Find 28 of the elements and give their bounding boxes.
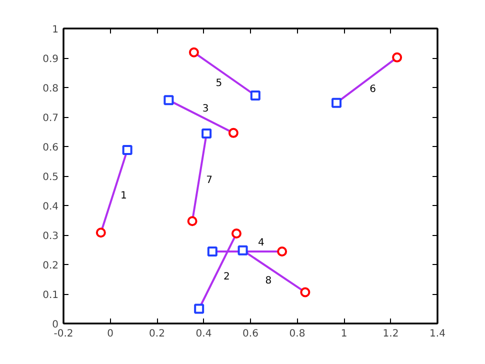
series-label: 8 (265, 276, 272, 287)
series-label: 1 (120, 190, 127, 202)
x-tick-label: 0.6 (242, 328, 258, 340)
y-tick-label: 0.6 (42, 142, 59, 154)
y-tick-label: 0.4 (42, 202, 59, 212)
series-label: 7 (206, 174, 212, 186)
x-tick-label: 1.4 (430, 328, 446, 340)
series-label: 2 (224, 272, 230, 283)
y-tick-label: 0.9 (42, 54, 59, 65)
y-tick-label: 0.8 (42, 84, 59, 94)
x-tick-label: 1.2 (382, 328, 399, 340)
y-tick-label: 0.3 (42, 231, 59, 242)
series-label: 4 (258, 238, 264, 249)
x-tick-label: 0.8 (289, 328, 306, 340)
y-tick-label: 0.7 (42, 113, 59, 124)
y-tick-label: 0.1 (42, 290, 59, 301)
y-tick-label: 0.5 (42, 172, 59, 183)
y-tick-label: 1 (52, 24, 59, 36)
x-tick-label: -0.2 (54, 328, 74, 340)
series-label: 3 (202, 104, 209, 115)
x-tick-label: 0.4 (196, 328, 212, 340)
x-tick-label: 1 (340, 328, 348, 340)
x-tick-label: 0 (107, 328, 114, 340)
series-label: 5 (216, 78, 222, 90)
x-tick-label: 0.2 (149, 328, 165, 340)
series-label: 6 (370, 84, 376, 96)
y-tick-label: 0 (52, 320, 59, 330)
y-tick-label: 0.2 (42, 260, 59, 272)
